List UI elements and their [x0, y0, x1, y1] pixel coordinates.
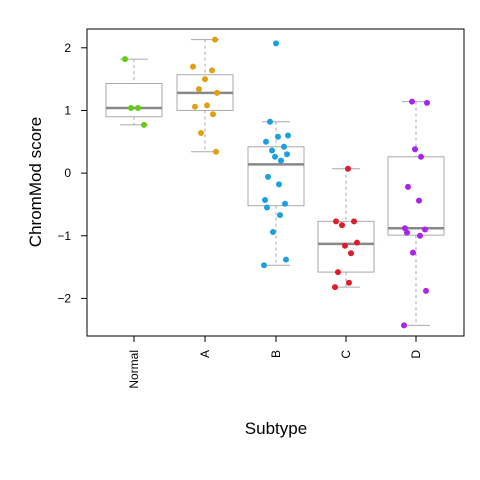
box-Normal	[105, 83, 163, 118]
data-point	[351, 218, 357, 225]
x-tick-label: D	[409, 350, 423, 359]
data-point	[128, 104, 134, 111]
data-point	[270, 228, 276, 235]
data-point	[418, 153, 424, 160]
data-point	[275, 133, 281, 140]
data-point	[265, 173, 271, 180]
data-point	[348, 250, 354, 257]
data-point	[269, 147, 275, 154]
data-point	[261, 262, 267, 269]
data-point	[278, 157, 284, 164]
data-point	[262, 197, 268, 204]
data-point	[424, 99, 430, 106]
data-point	[264, 204, 270, 211]
box-D	[387, 156, 445, 236]
data-point	[412, 146, 418, 153]
data-point	[141, 121, 147, 128]
points-layer	[122, 36, 430, 329]
data-point	[285, 132, 291, 139]
x-tick-label: A	[198, 350, 212, 358]
data-point	[204, 102, 210, 109]
data-point	[423, 287, 429, 294]
y-tick-label: 1	[64, 103, 71, 117]
x-axis-title: Subtype	[245, 419, 307, 438]
data-point	[282, 200, 288, 207]
data-point	[122, 56, 128, 63]
data-point	[354, 239, 360, 246]
data-point	[339, 222, 345, 229]
data-point	[212, 36, 218, 43]
x-tick-label: C	[339, 350, 353, 359]
data-point	[345, 165, 351, 172]
data-point	[283, 256, 289, 263]
data-point	[335, 269, 341, 276]
data-point	[276, 181, 282, 188]
plot-frame	[86, 28, 465, 337]
data-point	[342, 242, 348, 249]
data-point	[410, 249, 416, 256]
data-point	[190, 63, 196, 70]
axes-layer: −2 −1 0 1 2 Normal A B C D	[57, 41, 423, 389]
data-point	[281, 143, 287, 150]
y-tick-label: −1	[57, 229, 71, 243]
data-point	[213, 148, 219, 155]
data-point	[209, 67, 215, 74]
x-tick-label: B	[269, 350, 283, 358]
x-tick-label: Normal	[127, 350, 141, 389]
data-point	[333, 218, 339, 225]
data-point	[409, 98, 415, 105]
box-C	[317, 220, 375, 273]
boxes-layer	[105, 39, 445, 326]
data-point	[214, 89, 220, 96]
y-tick-label: 0	[64, 166, 71, 180]
y-tick-label: −2	[57, 291, 71, 305]
data-point	[263, 138, 269, 145]
data-point	[192, 103, 198, 110]
data-point	[196, 86, 202, 93]
data-point	[202, 76, 208, 83]
box-B	[247, 146, 305, 207]
data-point	[405, 183, 411, 190]
data-point	[422, 226, 428, 233]
data-point	[198, 130, 204, 137]
data-point	[272, 153, 278, 160]
data-point	[135, 104, 141, 111]
data-point	[210, 111, 216, 118]
data-point	[273, 40, 279, 47]
data-point	[416, 197, 422, 204]
y-tick-label: 2	[64, 41, 71, 55]
data-point	[346, 279, 352, 286]
data-point	[417, 232, 423, 239]
data-point	[284, 151, 290, 158]
data-point	[277, 212, 283, 219]
y-axis-title: ChromMod score	[26, 117, 45, 247]
data-point	[332, 284, 338, 291]
data-point	[401, 322, 407, 329]
data-point	[267, 118, 273, 125]
data-point	[404, 229, 410, 236]
